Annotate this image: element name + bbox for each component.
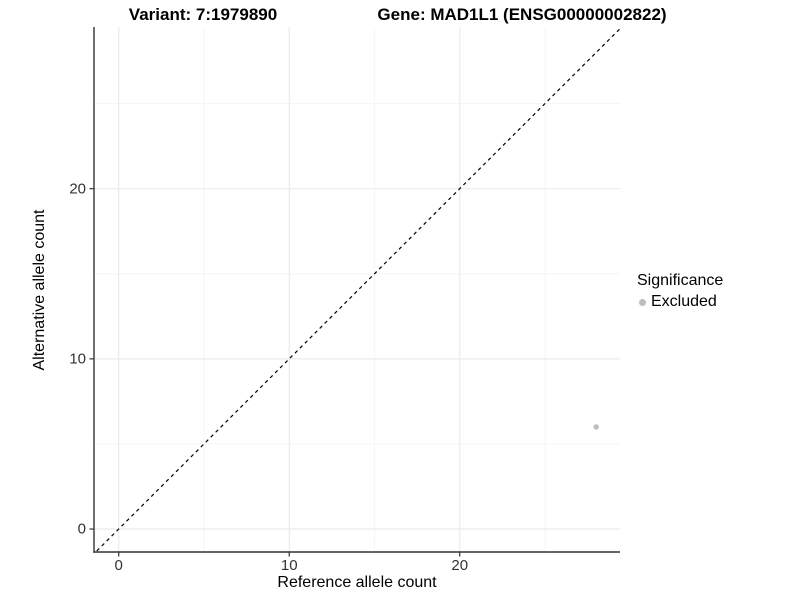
- legend-point-icon: [639, 298, 646, 306]
- x-axis-title: Reference allele count: [277, 574, 437, 591]
- y-tick-label: 20: [69, 180, 86, 198]
- y-axis-title: Alternative allele count: [31, 209, 48, 371]
- legend-item-excluded: Excluded: [637, 293, 723, 311]
- identity-line: [94, 27, 620, 552]
- x-tick-label: 20: [451, 557, 469, 574]
- y-tick-label: 0: [77, 520, 86, 538]
- legend: Significance Excluded: [637, 272, 723, 311]
- data-point: [593, 424, 599, 430]
- variant-title: Variant: 7:1979890: [128, 5, 278, 24]
- legend-item-label: Excluded: [651, 293, 717, 310]
- legend-title: Significance: [637, 272, 724, 289]
- x-tick-label: 10: [280, 557, 298, 574]
- x-tick-label: 0: [114, 557, 123, 574]
- gene-title: Gene: MAD1L1 (ENSG00000002822): [377, 5, 667, 24]
- y-tick-label: 10: [69, 350, 86, 368]
